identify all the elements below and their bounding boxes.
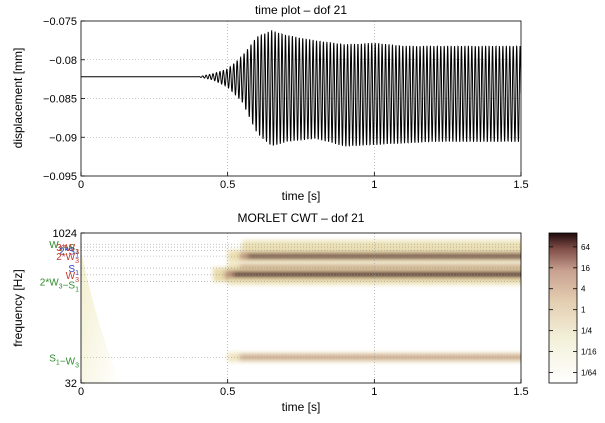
colorbar-tick-label: 1 bbox=[581, 306, 586, 315]
colorbar-tick-label: 1/16 bbox=[581, 348, 597, 357]
cwt-panel: MORLET CWT – dof 21 0 0.5 1 1.5 32 1024 W3+S1… bbox=[11, 211, 529, 414]
y-tick-label: 1024 bbox=[53, 228, 77, 240]
y-tick-label: −0.075 bbox=[43, 16, 77, 28]
y-tick-label: 32 bbox=[65, 378, 77, 390]
time-plot-title: time plot – dof 21 bbox=[255, 3, 347, 17]
colorbar-gradient bbox=[548, 232, 578, 384]
time-plot-ylabel: displacement [mm] bbox=[11, 48, 25, 149]
x-tick-label: 1 bbox=[371, 179, 377, 191]
cwt-ticks: 0 0.5 1 1.5 32 1024 bbox=[53, 228, 529, 398]
time-plot-ticks: 0 0.5 1 1.5 −0.095 −0.09 −0.085 −0.08 −0.075 bbox=[43, 16, 529, 191]
x-tick-label: 0.5 bbox=[220, 179, 235, 191]
x-tick-label: 0 bbox=[78, 386, 84, 398]
y-tick-label: −0.095 bbox=[43, 171, 77, 183]
band-label: W3+S1 bbox=[49, 240, 79, 256]
band-peak bbox=[233, 272, 521, 278]
colorbar-ticks: 64 16 4 1 1/4 1/16 1/64 bbox=[549, 243, 597, 378]
y-tick-label: −0.085 bbox=[43, 94, 77, 106]
cwt-xlabel: time [s] bbox=[282, 400, 321, 414]
colorbar-tick-label: 4 bbox=[581, 285, 586, 294]
band-label: 2*S1 bbox=[59, 247, 79, 260]
time-plot-xlabel: time [s] bbox=[282, 189, 321, 203]
cwt-axes bbox=[80, 232, 522, 384]
cwt-lowfreq-region bbox=[81, 233, 120, 383]
cwt-time-grid bbox=[227, 233, 375, 383]
cwt-ylabel: frequency [Hz] bbox=[11, 269, 25, 346]
colorbar-tick-label: 64 bbox=[581, 243, 590, 252]
x-tick-label: 0.5 bbox=[220, 386, 235, 398]
band-label: 2*W3−S1 bbox=[40, 277, 79, 293]
band-label: S1−W3 bbox=[49, 353, 79, 369]
band-label: 3*W3 bbox=[56, 243, 79, 256]
signal-line bbox=[81, 30, 521, 147]
colorbar-tick-label: 16 bbox=[581, 264, 590, 273]
cwt-title: MORLET CWT – dof 21 bbox=[238, 211, 365, 225]
band-label: W3 bbox=[66, 271, 79, 284]
colorbar-tick-label: 1/4 bbox=[581, 327, 593, 336]
x-tick-label: 0 bbox=[78, 179, 84, 191]
band-core bbox=[239, 354, 521, 361]
band-label: S1 bbox=[68, 264, 79, 277]
x-tick-label: 1 bbox=[371, 386, 377, 398]
cwt-frequency-lines bbox=[81, 243, 521, 358]
x-tick-label: 1.5 bbox=[513, 386, 528, 398]
time-plot-panel: time plot – dof 21 0 0.5 1 1.5 −0.095 −0.09 −0… bbox=[11, 3, 529, 203]
displacement-signal bbox=[81, 30, 521, 147]
y-tick-label: −0.09 bbox=[49, 132, 77, 144]
band-label: 2*W3 bbox=[56, 252, 79, 265]
colorbar: 64 16 4 1 1/4 1/16 1/64 bbox=[548, 232, 597, 384]
x-tick-label: 1.5 bbox=[513, 179, 528, 191]
cwt-band bbox=[227, 352, 521, 362]
colorbar-tick-label: 1/64 bbox=[581, 369, 597, 378]
y-tick-label: −0.08 bbox=[49, 55, 77, 67]
